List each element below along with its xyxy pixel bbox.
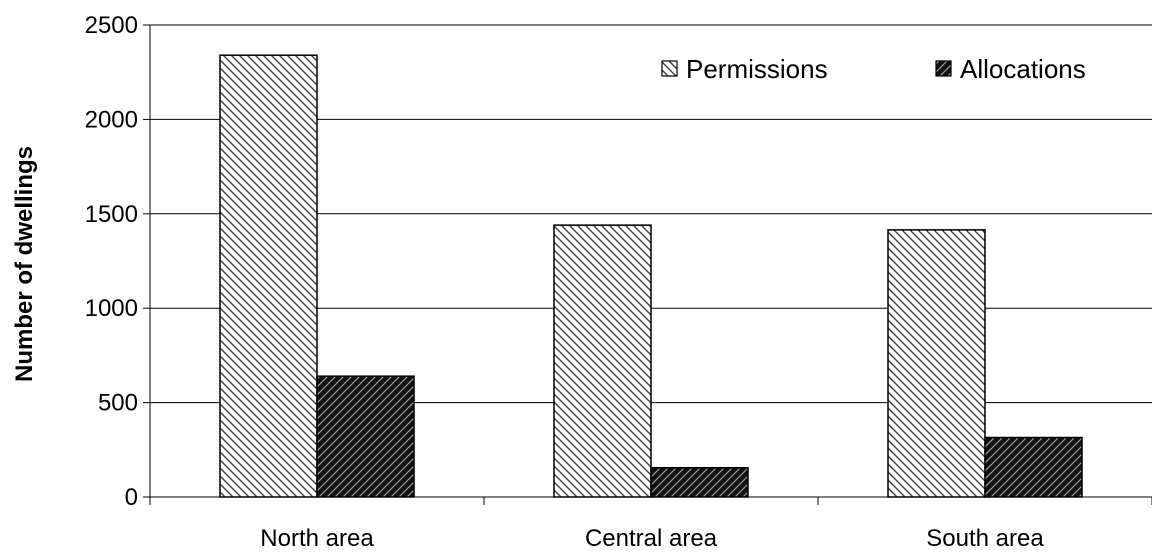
y-tick-label-0: 0 — [125, 484, 138, 511]
y-tick-label-2000: 2000 — [85, 106, 138, 133]
legend-label-permissions: Permissions — [686, 54, 828, 84]
bar-allocations-central-area — [650, 466, 749, 498]
axes — [143, 24, 1152, 505]
y-tick-label-2500: 2500 — [85, 12, 138, 39]
x-tick-label-central-area: Central area — [585, 525, 718, 552]
x-tick-label-north-area: North area — [260, 525, 374, 552]
bar-permissions-south-area — [887, 229, 986, 498]
legend: Permissions Allocations — [661, 54, 1086, 84]
bar-allocations-north-area — [316, 375, 415, 498]
legend-swatch-permissions — [661, 60, 678, 77]
legend-swatch-allocations — [935, 60, 952, 77]
y-axis-title: Number of dwellings — [11, 146, 38, 382]
bar-permissions-central-area — [553, 224, 652, 498]
legend-label-allocations: Allocations — [960, 54, 1086, 84]
y-tick-label-1000: 1000 — [85, 295, 138, 322]
bars — [219, 54, 1083, 498]
tick-labels: 0 500 1000 1500 2000 2500 North area Central ar… — [85, 12, 1045, 552]
bar-permissions-north-area — [219, 54, 318, 498]
bar-allocations-south-area — [984, 436, 1083, 498]
y-tick-label-1500: 1500 — [85, 201, 138, 228]
y-tick-label-500: 500 — [98, 390, 138, 417]
x-tick-label-south-area: South area — [926, 525, 1044, 552]
